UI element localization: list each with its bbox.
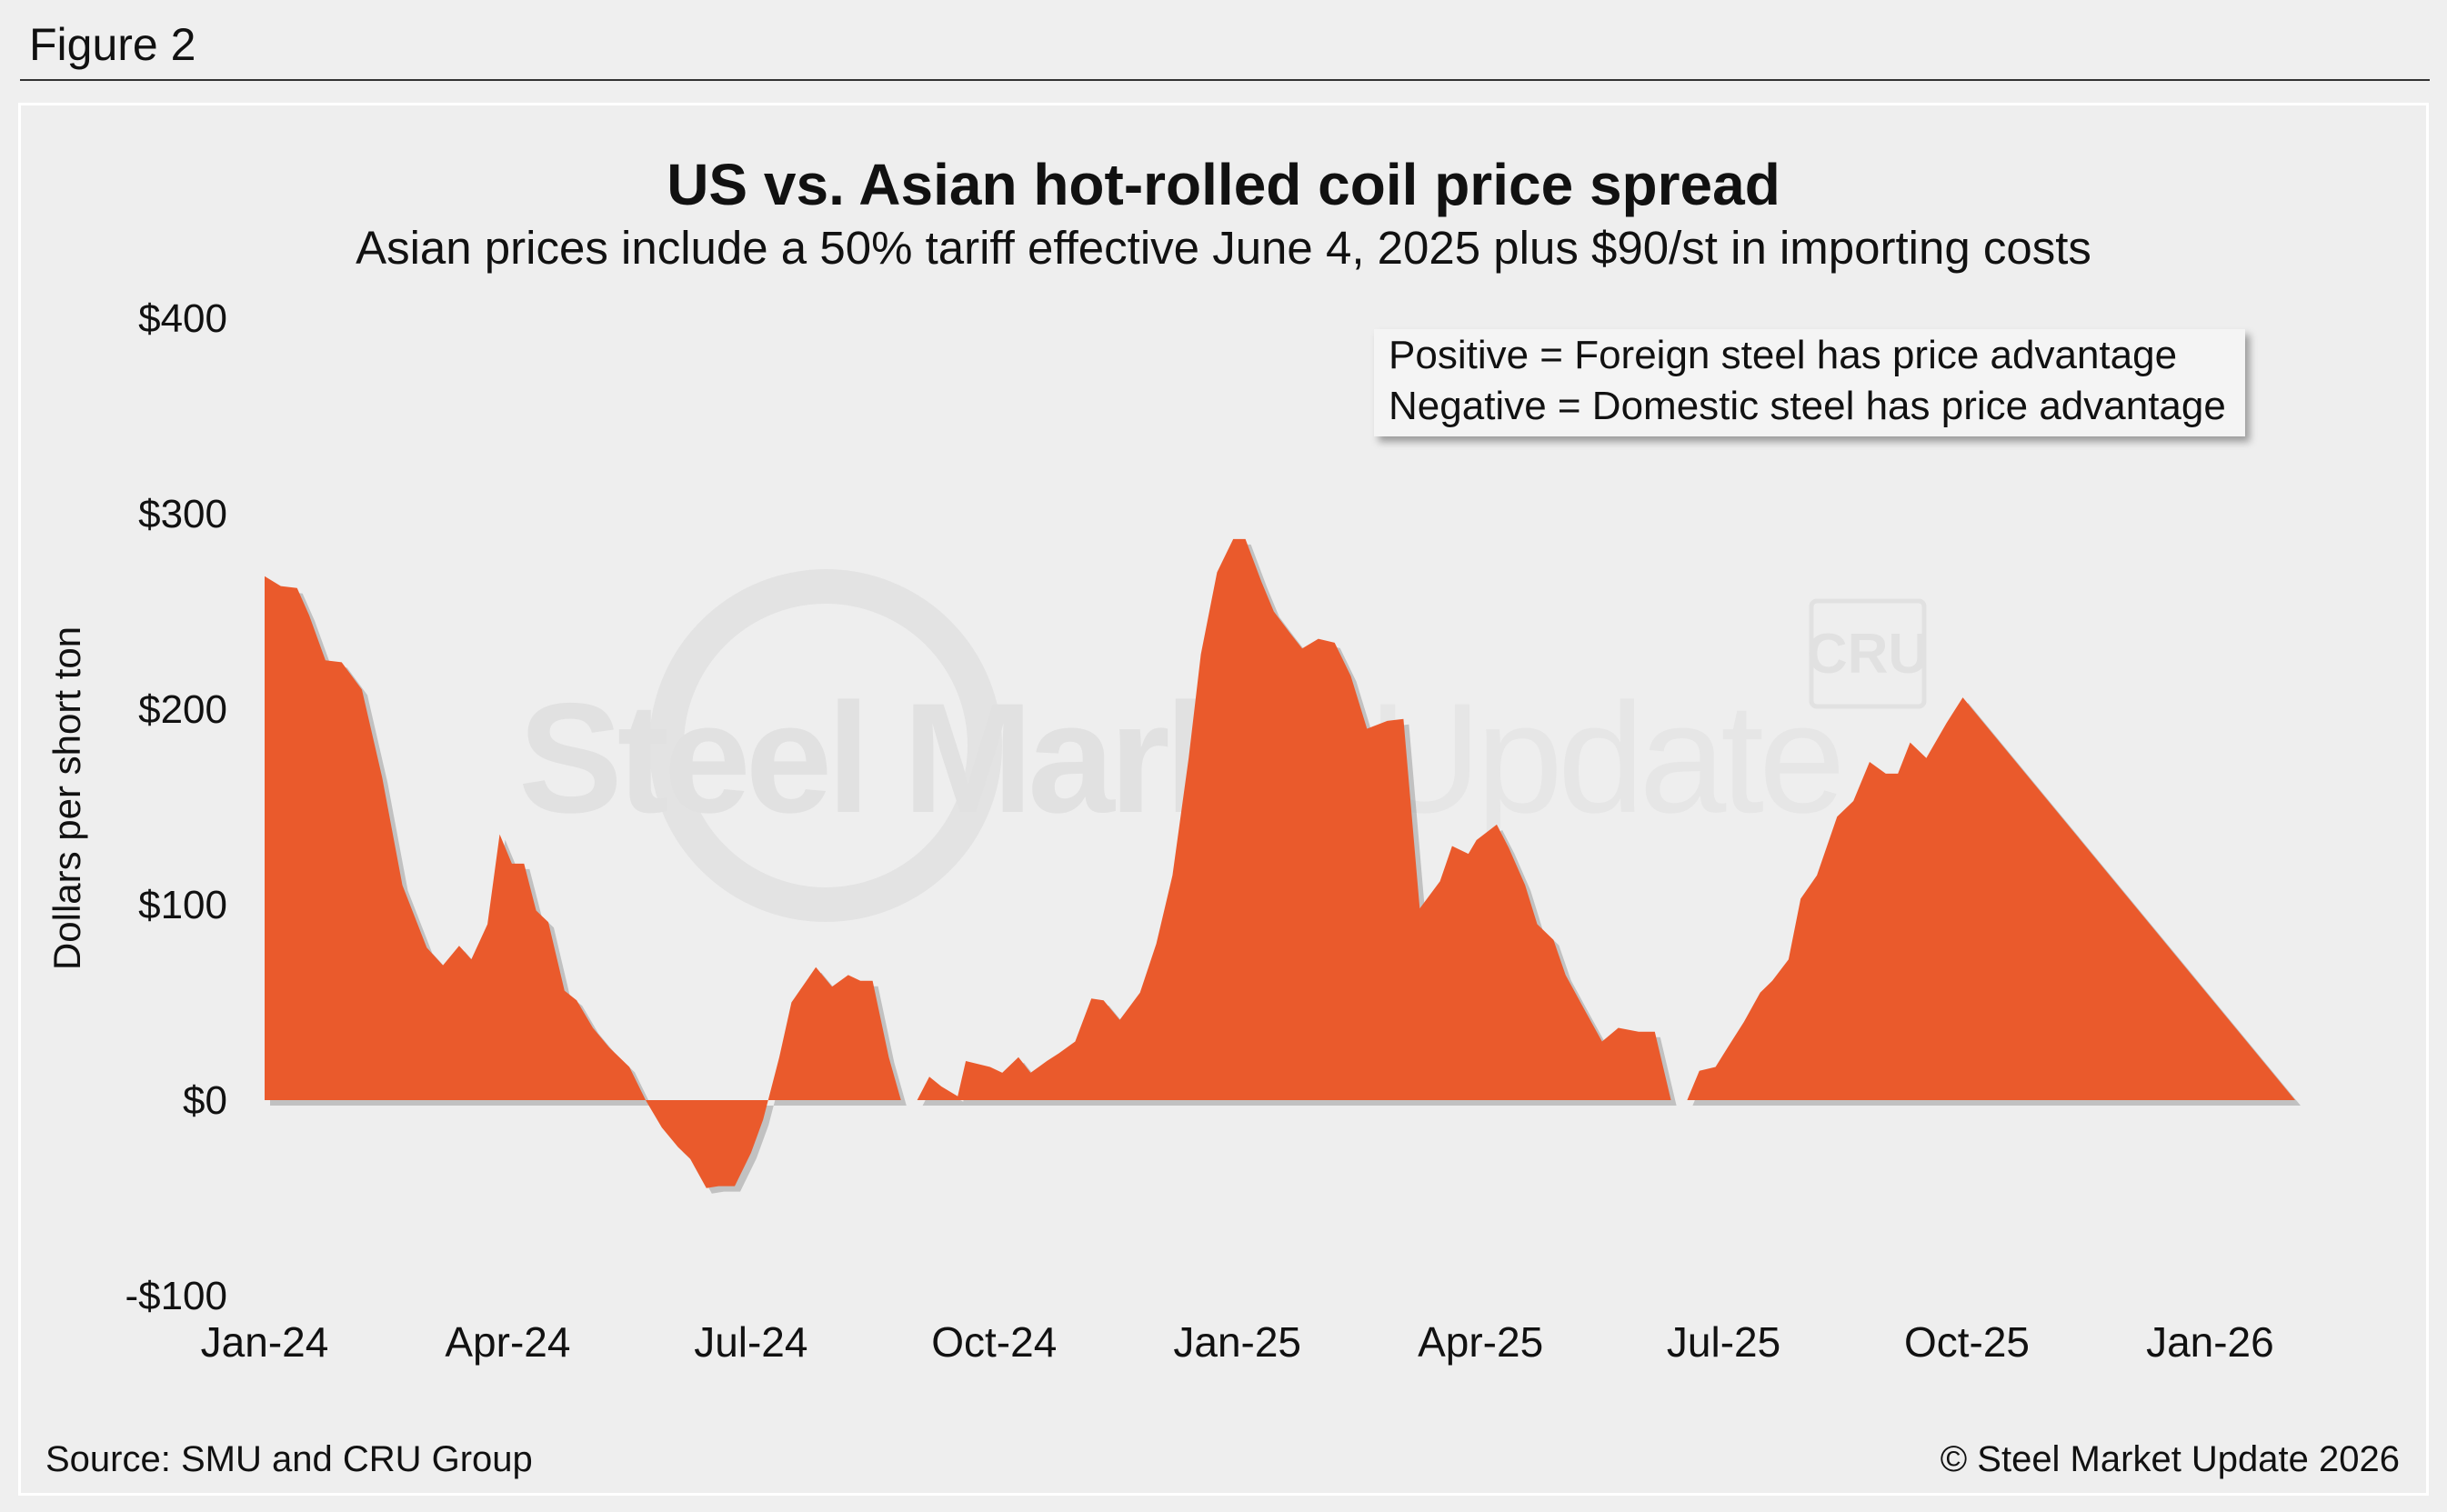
y-axis-label: Dollars per short ton [45,626,88,970]
x-tick-label: Oct-24 [931,1318,1057,1366]
legend-positive-text: Positive = Foreign steel has price advan… [1389,333,2178,377]
x-tick-label: Jan-26 [2146,1318,2274,1366]
watermark-text-light: Update [1369,671,1840,846]
watermark-badge-text: CRU [1807,623,1929,686]
copyright-note: © Steel Market Update 2026 [1940,1439,2400,1479]
y-tick-label: $0 [183,1078,227,1123]
legend-note: Positive = Foreign steel has price advan… [1374,329,2245,436]
y-tick-label: $400 [138,296,227,341]
watermark-badge-icon [1809,598,1927,709]
x-axis: Jan-24 Apr-24 Jul-24 Oct-24 Jan-25 Apr-25 Jul-… [201,1318,2274,1366]
plot-area [265,538,2301,1194]
x-tick-label: Jul-25 [1667,1318,1780,1366]
figure-label: Figure 2 [29,19,196,70]
spread-area-series [265,538,2295,1188]
chart-subtitle: Asian prices include a 50% tariff effect… [356,222,2091,274]
x-tick-label: Jul-24 [694,1318,807,1366]
figure-divider [20,79,2430,81]
x-tick-label: Jan-24 [201,1318,329,1366]
x-tick-label: Jan-25 [1173,1318,1301,1366]
watermark-swoosh-icon [649,569,1002,922]
chart-title: US vs. Asian hot-rolled coil price sprea… [667,152,1780,217]
y-tick-label: $300 [138,492,227,536]
y-tick-label: -$100 [125,1274,227,1318]
y-tick-label: $100 [138,883,227,927]
y-tick-label: $200 [138,687,227,732]
legend-negative-text: Negative = Domestic steel has price adva… [1389,384,2226,428]
x-tick-label: Oct-25 [1904,1318,2030,1366]
x-tick-label: Apr-25 [1418,1318,1543,1366]
y-axis: $400 $300 $200 $100 $0 -$100 [125,296,227,1318]
x-tick-label: Apr-24 [445,1318,570,1366]
source-note: Source: SMU and CRU Group [45,1439,533,1479]
